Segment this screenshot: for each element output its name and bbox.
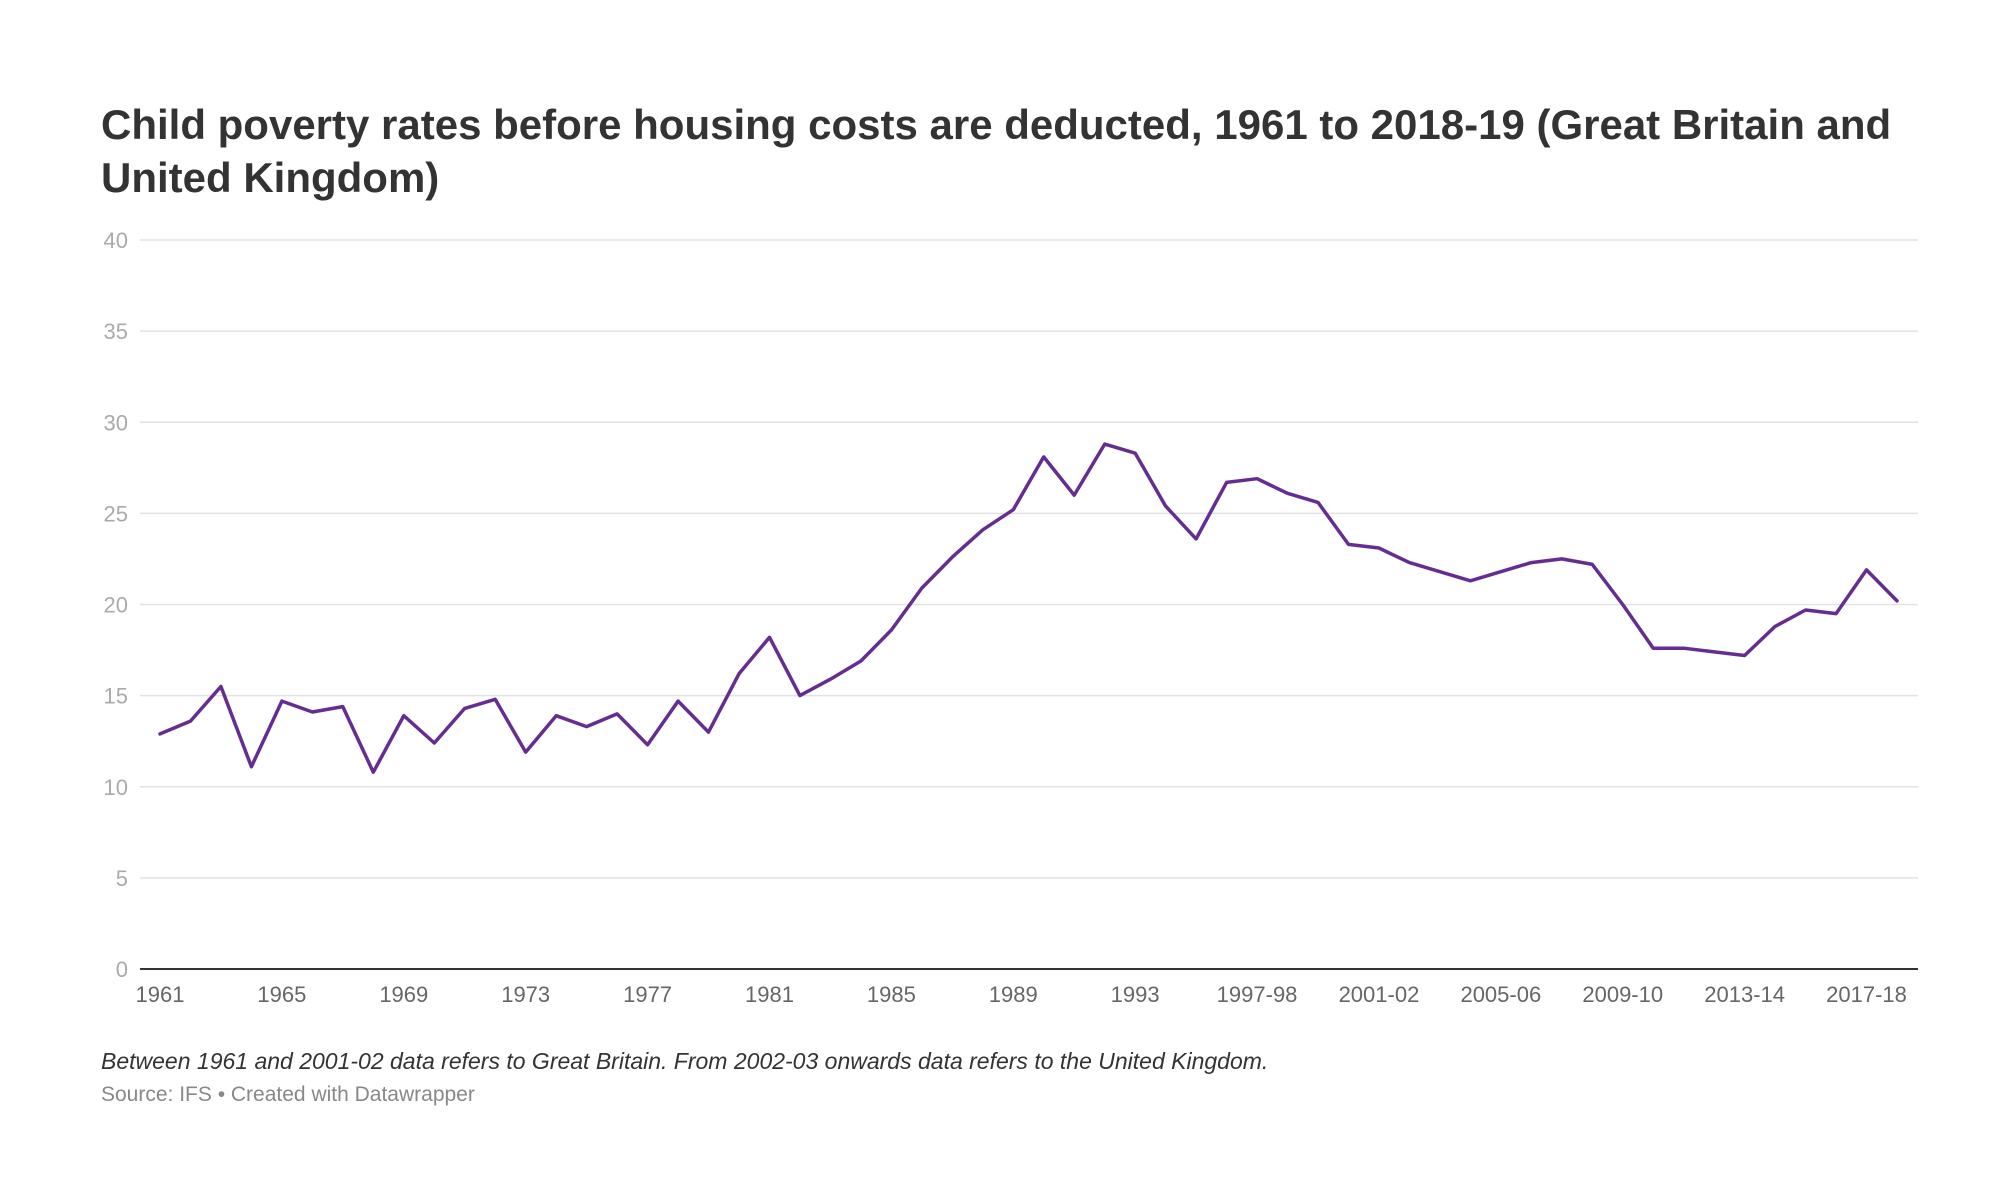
x-tick-label: 1961 — [136, 982, 185, 1007]
x-tick-label: 2017-18 — [1826, 982, 1907, 1007]
y-tick-label: 5 — [116, 866, 128, 891]
y-tick-label: 10 — [104, 775, 128, 800]
chart-title: Child poverty rates before housing costs… — [101, 101, 1892, 201]
y-tick-label: 35 — [104, 319, 128, 344]
y-tick-label: 15 — [104, 684, 128, 709]
x-tick-label: 2005-06 — [1460, 982, 1541, 1007]
series-layer — [158, 442, 1899, 774]
x-tick-label: 2001-02 — [1339, 982, 1420, 1007]
x-tick-label: 1997-98 — [1217, 982, 1298, 1007]
x-tick-label: 1981 — [745, 982, 794, 1007]
x-tick-label: 1965 — [257, 982, 306, 1007]
chart-note: Between 1961 and 2001-02 data refers to … — [101, 1048, 1269, 1074]
y-tick-label: 40 — [104, 228, 128, 253]
series-line — [158, 442, 1899, 774]
x-tick-label: 1993 — [1111, 982, 1160, 1007]
gridlines — [140, 239, 1918, 879]
x-axis-ticks: 1961 1965 1969 1973 1977 1981 1985 1989 1993 1997… — [136, 982, 1907, 1007]
x-tick-label: 1989 — [989, 982, 1038, 1007]
x-tick-label: 2013-14 — [1704, 982, 1785, 1007]
y-axis-ticks: 0 5 10 15 20 25 30 35 40 — [104, 228, 128, 982]
x-tick-label: 1969 — [379, 982, 428, 1007]
x-tick-label: 2009-10 — [1582, 982, 1663, 1007]
chart-source: Source: IFS • Created with Datawrapper — [101, 1083, 475, 1106]
x-tick-label: 1985 — [867, 982, 916, 1007]
y-tick-label: 0 — [116, 957, 128, 982]
y-tick-label: 25 — [104, 501, 128, 526]
x-tick-label: 1977 — [623, 982, 672, 1007]
x-tick-label: 1973 — [501, 982, 550, 1007]
y-tick-label: 20 — [104, 593, 128, 618]
y-tick-label: 30 — [104, 410, 128, 435]
